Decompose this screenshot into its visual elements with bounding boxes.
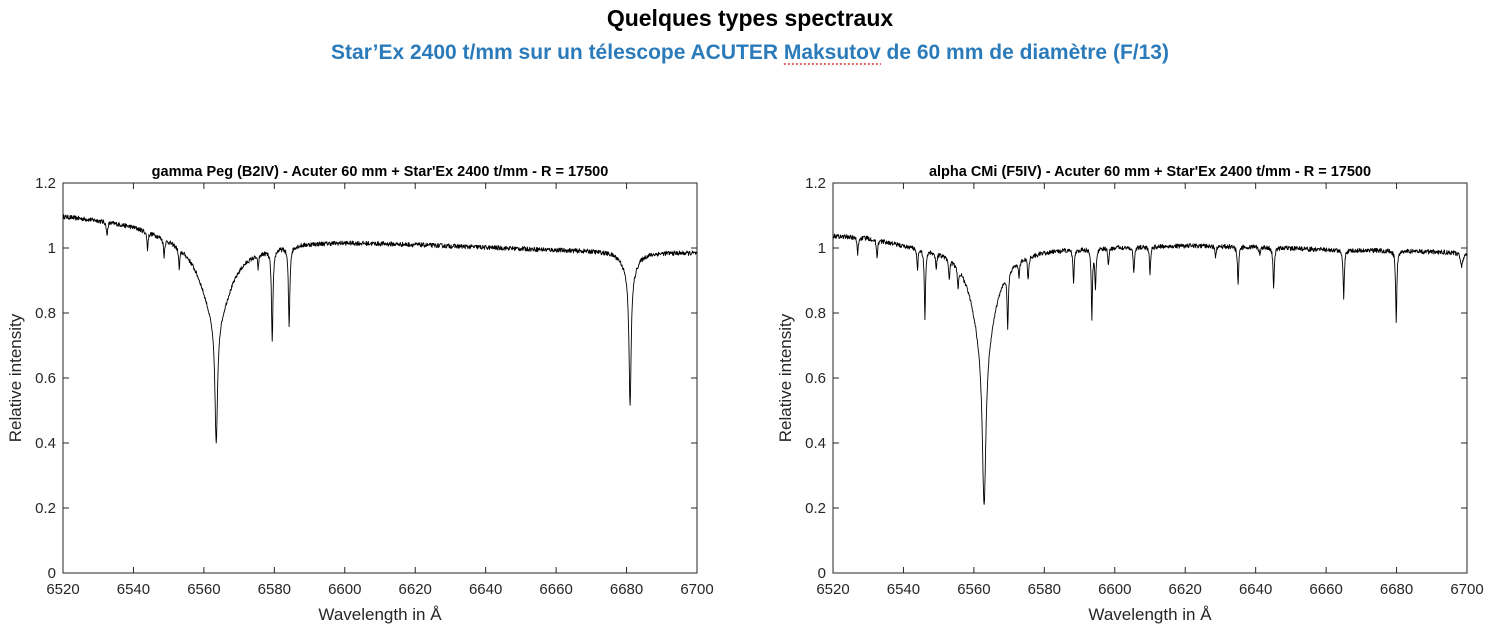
- y-tick-label: 1.2: [805, 175, 826, 192]
- x-axis-label: Wavelength in Å: [1088, 605, 1212, 624]
- x-tick-label: 6520: [816, 581, 849, 598]
- x-tick-label: 6520: [46, 581, 79, 598]
- subtitle-part: Star’Ex 2400 t/mm sur un télescope ACUTE…: [331, 41, 784, 64]
- y-tick-label: 0: [48, 565, 56, 582]
- x-tick-label: 6660: [539, 581, 572, 598]
- y-tick-label: 0.8: [35, 305, 56, 322]
- y-tick-label: 1: [48, 240, 56, 257]
- chart-title: gamma Peg (B2IV) - Acuter 60 mm + Star'E…: [152, 164, 609, 180]
- spectrum-line: [832, 233, 1468, 505]
- x-tick-label: 6600: [328, 581, 361, 598]
- page-subtitle: Star’Ex 2400 t/mm sur un télescope ACUTE…: [331, 41, 1169, 64]
- y-tick-label: 0.6: [805, 370, 826, 387]
- x-tick-label: 6700: [680, 581, 713, 598]
- y-tick-label: 0.6: [35, 370, 56, 387]
- subtitle-part: de 60 mm de diamètre (F/13): [881, 41, 1169, 64]
- y-axis-label: Relative intensity: [776, 313, 795, 442]
- y-tick-label: 0.2: [805, 500, 826, 517]
- x-tick-label: 6700: [1450, 581, 1483, 598]
- y-tick-label: 1.2: [35, 175, 56, 192]
- x-tick-label: 6680: [610, 581, 643, 598]
- x-tick-label: 6620: [399, 581, 432, 598]
- x-tick-label: 6680: [1380, 581, 1413, 598]
- y-tick-label: 0.4: [35, 435, 56, 452]
- x-tick-label: 6600: [1098, 581, 1131, 598]
- y-tick-label: 0.4: [805, 435, 826, 452]
- x-axis-label: Wavelength in Å: [318, 605, 442, 624]
- subtitle-misspelled-word: Maksutov: [784, 41, 881, 64]
- y-tick-label: 0: [818, 565, 826, 582]
- x-tick-label: 6660: [1309, 581, 1342, 598]
- y-axis-label: Relative intensity: [6, 313, 25, 442]
- x-tick-label: 6560: [957, 581, 990, 598]
- x-tick-label: 6580: [258, 581, 291, 598]
- y-tick-label: 1: [818, 240, 826, 257]
- x-tick-label: 6540: [117, 581, 150, 598]
- chart-alpha-cmi: alpha CMi (F5IV) - Acuter 60 mm + Star'E…: [776, 164, 1484, 624]
- x-tick-label: 6620: [1169, 581, 1202, 598]
- chart-gamma-peg: gamma Peg (B2IV) - Acuter 60 mm + Star'E…: [6, 164, 714, 624]
- plot-frame: [62, 182, 698, 574]
- plot-frame: [832, 182, 1468, 574]
- x-tick-label: 6540: [887, 581, 920, 598]
- x-tick-label: 6580: [1028, 581, 1061, 598]
- chart-title: alpha CMi (F5IV) - Acuter 60 mm + Star'E…: [929, 164, 1371, 180]
- y-tick-label: 0.2: [35, 500, 56, 517]
- x-tick-label: 6640: [1239, 581, 1272, 598]
- page-title: Quelques types spectraux: [607, 5, 894, 31]
- spectrum-line: [62, 214, 698, 444]
- x-tick-label: 6640: [469, 581, 502, 598]
- y-tick-label: 0.8: [805, 305, 826, 322]
- x-tick-label: 6560: [187, 581, 220, 598]
